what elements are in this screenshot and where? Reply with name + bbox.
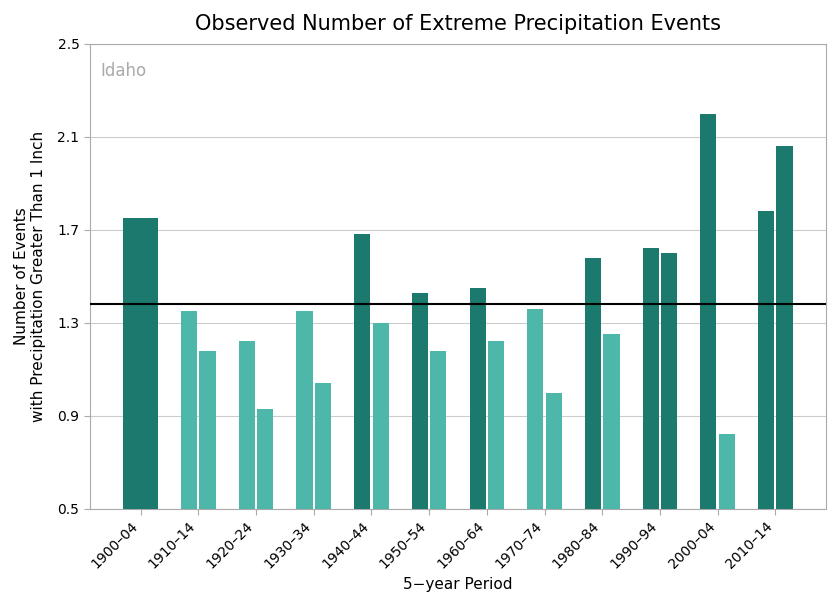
Bar — [776, 146, 793, 606]
Bar — [297, 311, 312, 606]
Bar — [123, 218, 158, 606]
Y-axis label: Number of Events
with Precipitation Greater Than 1 Inch: Number of Events with Precipitation Grea… — [14, 131, 46, 422]
Title: Observed Number of Extreme Precipitation Events: Observed Number of Extreme Precipitation… — [195, 14, 721, 34]
Bar — [257, 409, 273, 606]
Bar — [412, 293, 428, 606]
Bar — [546, 393, 562, 606]
Bar — [603, 335, 620, 606]
Bar — [181, 311, 197, 606]
Text: Idaho: Idaho — [101, 62, 147, 81]
Bar — [430, 351, 446, 606]
Bar — [470, 288, 486, 606]
Bar — [239, 341, 255, 606]
Bar — [315, 384, 331, 606]
Bar — [661, 253, 677, 606]
Bar — [354, 235, 370, 606]
X-axis label: 5−year Period: 5−year Period — [403, 577, 512, 592]
Bar — [758, 211, 774, 606]
Bar — [585, 258, 601, 606]
Bar — [643, 248, 659, 606]
Bar — [488, 341, 504, 606]
Bar — [528, 309, 543, 606]
Bar — [701, 113, 717, 606]
Bar — [373, 323, 389, 606]
Bar — [199, 351, 216, 606]
Bar — [719, 435, 735, 606]
